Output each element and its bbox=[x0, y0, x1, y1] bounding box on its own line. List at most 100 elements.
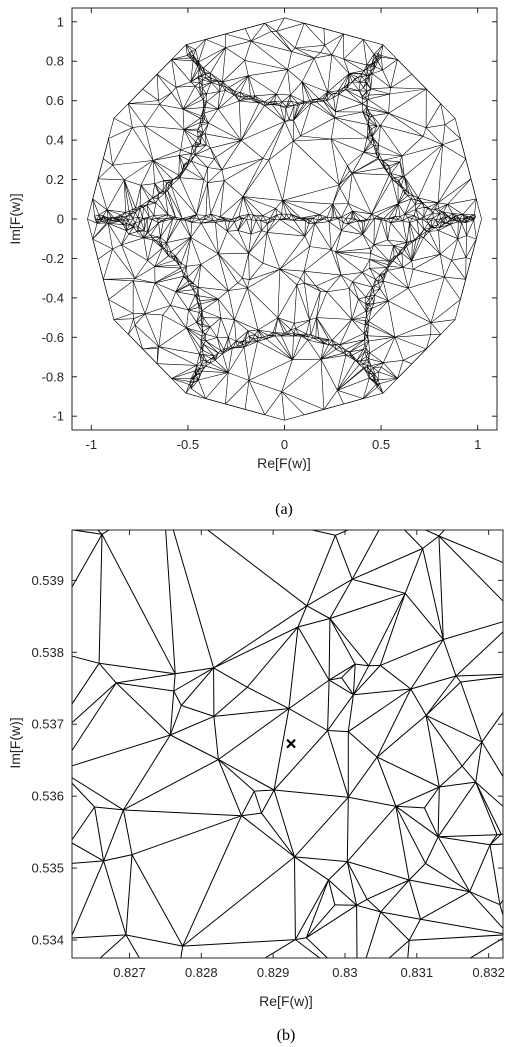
mesh-edge bbox=[359, 76, 362, 83]
mesh-edge bbox=[108, 217, 112, 219]
mesh-edge bbox=[331, 138, 364, 153]
mesh-edge bbox=[200, 79, 204, 82]
mesh-edge bbox=[304, 409, 324, 416]
mesh-edge bbox=[245, 409, 265, 416]
mesh-edge bbox=[155, 236, 161, 241]
mesh-edge bbox=[202, 87, 207, 95]
mesh-edge bbox=[365, 347, 371, 354]
mesh-edge bbox=[280, 105, 287, 107]
mesh-edge bbox=[228, 282, 238, 291]
mesh-edge bbox=[401, 136, 424, 157]
mesh-edge bbox=[339, 344, 346, 351]
mesh-edge bbox=[345, 354, 356, 361]
mesh-edge bbox=[290, 94, 299, 104]
mesh-edge bbox=[186, 327, 202, 341]
mesh-edge bbox=[438, 230, 458, 240]
mesh-edge bbox=[166, 219, 181, 243]
mesh-edge bbox=[394, 176, 403, 179]
mesh-edge bbox=[309, 100, 313, 103]
mesh-edge bbox=[341, 222, 344, 231]
mesh-edge bbox=[175, 280, 189, 292]
mesh-edge bbox=[402, 260, 412, 268]
mesh-edge bbox=[214, 359, 229, 373]
mesh-edge bbox=[190, 81, 196, 87]
mesh-edge bbox=[409, 222, 411, 242]
mesh-edge bbox=[352, 78, 355, 83]
mesh-edge bbox=[183, 117, 201, 130]
mesh-edge bbox=[425, 714, 483, 743]
y-tick-label: 0.535 bbox=[31, 861, 64, 876]
mesh-edge bbox=[153, 214, 169, 216]
mesh-edge bbox=[372, 73, 391, 88]
mesh-edge bbox=[184, 220, 192, 238]
mesh-edge bbox=[158, 220, 164, 224]
mesh-edge bbox=[125, 854, 133, 935]
mesh-edge bbox=[213, 708, 289, 717]
mesh-edge bbox=[119, 216, 123, 221]
mesh-edge bbox=[297, 605, 308, 628]
mesh-edge bbox=[113, 313, 134, 320]
mesh-edge bbox=[248, 75, 251, 97]
mesh-edge bbox=[244, 41, 252, 61]
mesh-edge bbox=[333, 93, 336, 98]
mesh-edge bbox=[367, 304, 371, 310]
mesh-edge bbox=[104, 218, 106, 222]
mesh-edge bbox=[368, 76, 372, 89]
mesh-edge bbox=[368, 300, 389, 322]
mesh-edge bbox=[191, 153, 193, 159]
mesh-edge bbox=[193, 289, 196, 296]
mesh-edge bbox=[323, 403, 344, 410]
mesh-edge bbox=[271, 214, 278, 220]
mesh-edge bbox=[473, 214, 475, 219]
mesh-edge bbox=[293, 102, 298, 106]
mesh-edge bbox=[126, 216, 129, 221]
mesh-edge bbox=[301, 81, 313, 100]
mesh-edge bbox=[366, 358, 369, 361]
mesh-edge bbox=[356, 898, 368, 906]
mesh-edge bbox=[168, 182, 171, 186]
mesh-edge bbox=[332, 203, 349, 205]
x-tick-label: 0.827 bbox=[113, 965, 146, 980]
mesh-edge bbox=[210, 72, 218, 81]
mesh-edge bbox=[146, 204, 150, 218]
mesh-edge bbox=[101, 219, 106, 222]
mesh-edge bbox=[383, 218, 387, 221]
mesh-edge bbox=[454, 217, 456, 219]
mesh-edge bbox=[126, 222, 130, 226]
mesh-edge bbox=[248, 232, 268, 254]
mesh-edge bbox=[201, 76, 204, 80]
mesh-edge bbox=[98, 214, 104, 216]
mesh-edge bbox=[316, 317, 320, 338]
mesh-edge bbox=[392, 256, 398, 262]
mesh-edge bbox=[107, 219, 111, 222]
mesh-edge bbox=[390, 218, 394, 223]
mesh-edge bbox=[489, 833, 502, 846]
mesh-edge bbox=[365, 75, 370, 82]
mesh-edge bbox=[348, 688, 412, 733]
mesh-edge bbox=[378, 153, 402, 157]
mesh-edge bbox=[328, 344, 334, 347]
mesh-edge bbox=[463, 216, 466, 219]
mesh-edge bbox=[334, 535, 353, 580]
mesh-edge bbox=[247, 269, 281, 289]
mesh-edge bbox=[134, 266, 155, 279]
mesh-edge bbox=[262, 337, 267, 340]
x-axis-label-a: Re[F(w)] bbox=[257, 455, 311, 471]
mesh-edge bbox=[351, 319, 366, 321]
mesh-edge bbox=[201, 222, 216, 224]
mesh-edge bbox=[217, 108, 242, 141]
mesh-edge bbox=[228, 75, 249, 88]
mesh-edge bbox=[387, 239, 407, 243]
mesh-edge bbox=[370, 252, 390, 262]
mesh-edge bbox=[366, 898, 382, 913]
mesh-edge bbox=[262, 232, 268, 264]
mesh-edge bbox=[208, 108, 219, 124]
mesh-edge bbox=[287, 57, 315, 70]
mesh-edge bbox=[189, 284, 194, 290]
mesh-edge bbox=[406, 246, 412, 261]
mesh-edge bbox=[390, 219, 399, 223]
mesh-edge bbox=[106, 209, 115, 219]
mesh-edge bbox=[248, 230, 262, 254]
mesh-edge bbox=[140, 220, 145, 231]
mesh-edge bbox=[276, 94, 283, 103]
